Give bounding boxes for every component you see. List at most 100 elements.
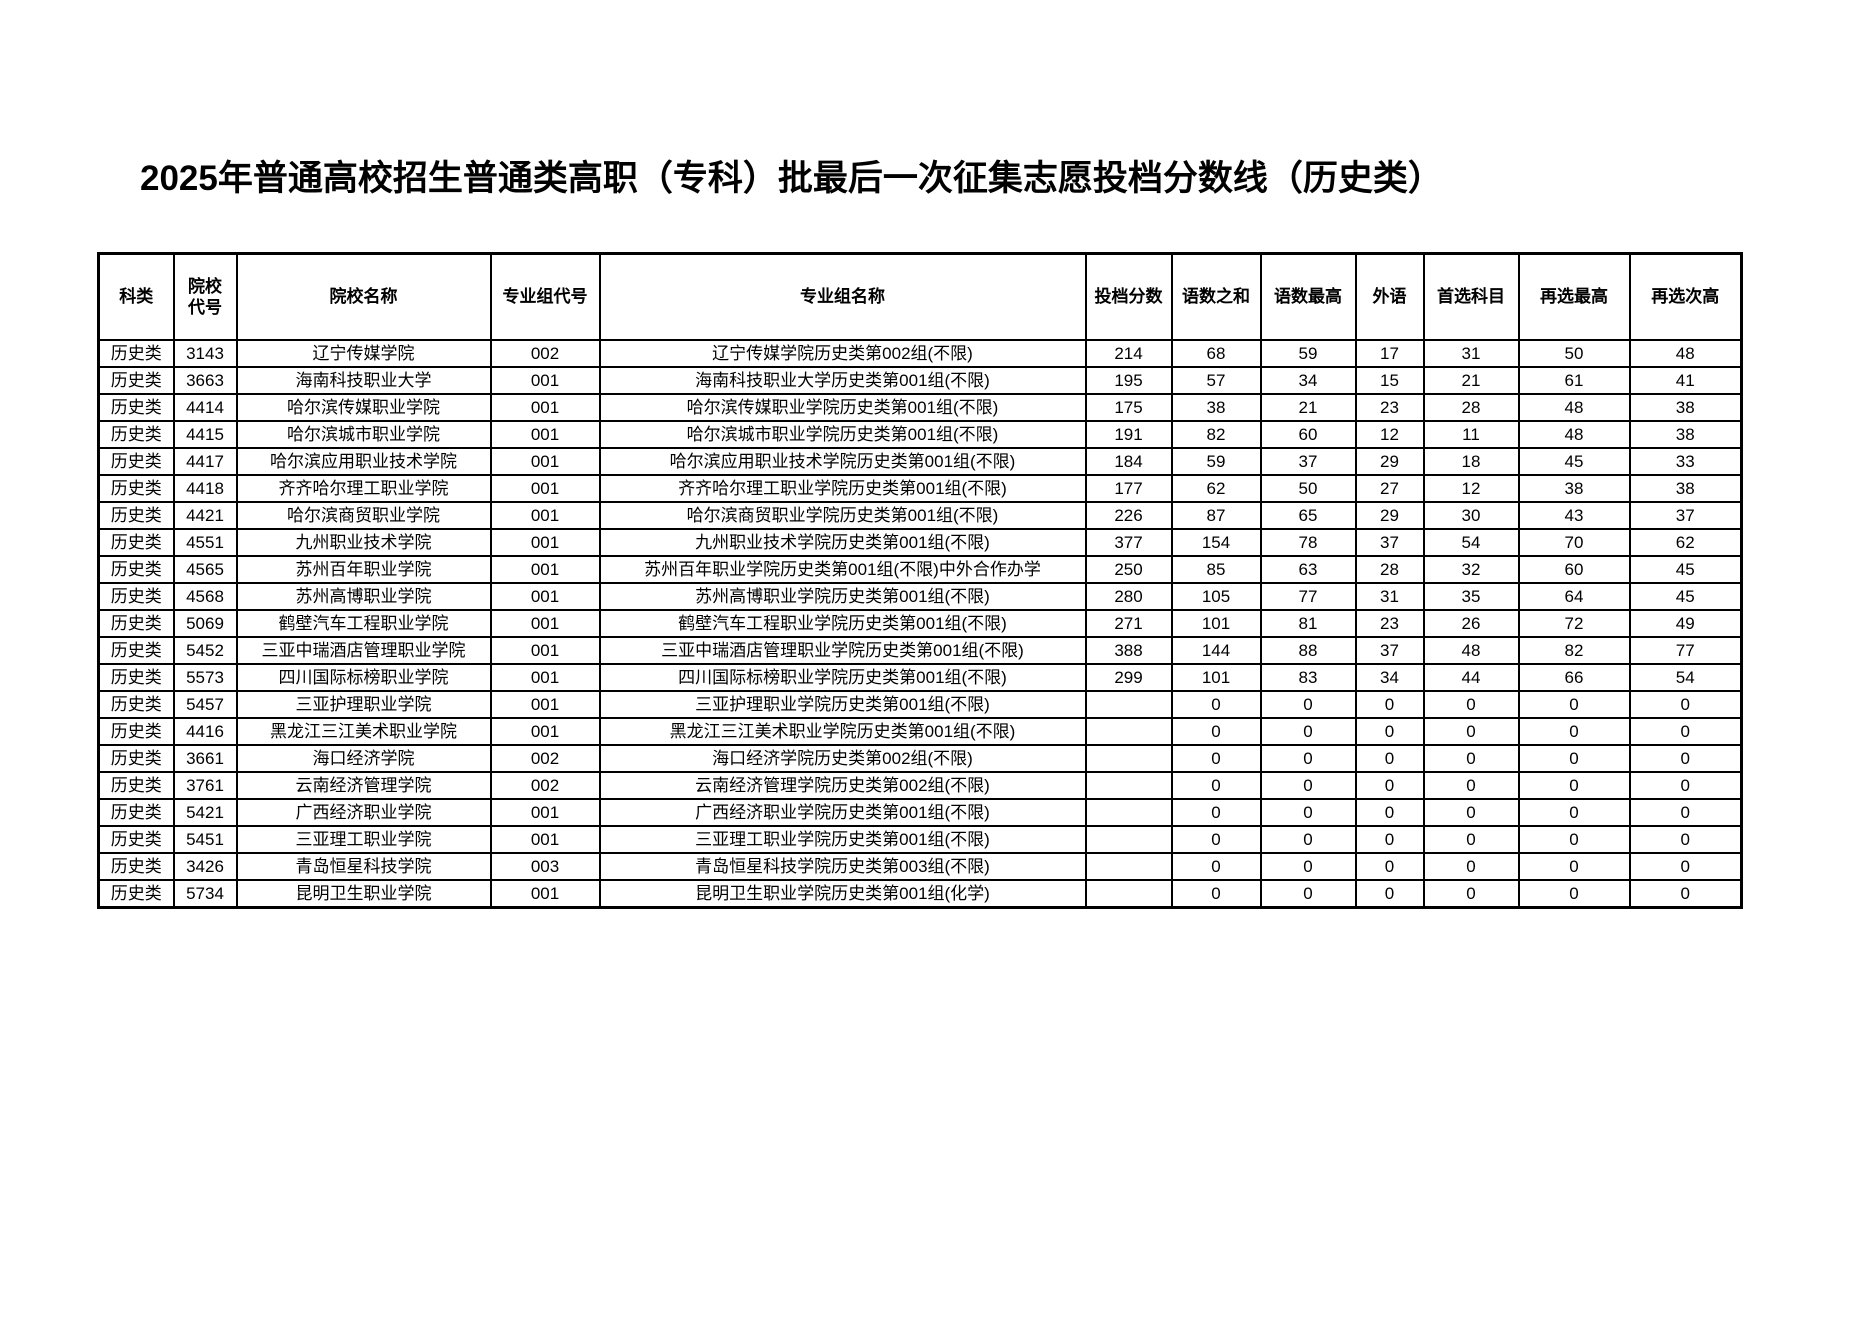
cell-college-name: 黑龙江三江美术职业学院 xyxy=(235,717,492,746)
cell-group-name: 鹤壁汽车工程职业学院历史类第001组(不限) xyxy=(598,609,1087,638)
cell-score: 271 xyxy=(1084,609,1173,638)
cell-first-subject: 48 xyxy=(1422,636,1520,665)
cell-score xyxy=(1084,690,1173,719)
table-row: 历史类 3663 海南科技职业大学 001 海南科技职业大学历史类第001组(不限) 19… xyxy=(97,366,1743,395)
header-cell-score: 投档分数 xyxy=(1084,252,1173,341)
cell-category: 历史类 xyxy=(97,555,175,584)
cell-reselect-max: 66 xyxy=(1517,663,1631,692)
cell-first-subject: 44 xyxy=(1422,663,1520,692)
cell-category: 历史类 xyxy=(97,474,175,503)
cell-chinese-math-sum: 85 xyxy=(1170,555,1262,584)
table-row: 历史类 5573 四川国际标榜职业学院 001 四川国际标榜职业学院历史类第001组(不… xyxy=(97,663,1743,692)
cell-score: 299 xyxy=(1084,663,1173,692)
cell-first-subject: 0 xyxy=(1422,717,1520,746)
cell-chinese-math-sum: 62 xyxy=(1170,474,1262,503)
cell-college-code: 3661 xyxy=(172,744,238,773)
cell-group-name: 云南经济管理学院历史类第002组(不限) xyxy=(598,771,1087,800)
cell-college-code: 4415 xyxy=(172,420,238,449)
cell-college-code: 5069 xyxy=(172,609,238,638)
cell-group-name: 三亚护理职业学院历史类第001组(不限) xyxy=(598,690,1087,719)
cell-category: 历史类 xyxy=(97,852,175,881)
table-body: 历史类 3143 辽宁传媒学院 002 辽宁传媒学院历史类第002组(不限) 214 68 5… xyxy=(97,339,1743,909)
cell-college-name: 鹤壁汽车工程职业学院 xyxy=(235,609,492,638)
cell-group-code: 001 xyxy=(489,609,601,638)
cell-reselect-second: 41 xyxy=(1628,366,1743,395)
cell-group-code: 001 xyxy=(489,447,601,476)
cell-foreign-language: 15 xyxy=(1354,366,1425,395)
cell-reselect-max: 60 xyxy=(1517,555,1631,584)
cell-category: 历史类 xyxy=(97,798,175,827)
cell-college-name: 苏州高博职业学院 xyxy=(235,582,492,611)
cell-reselect-second: 0 xyxy=(1628,690,1743,719)
cell-chinese-math-sum: 0 xyxy=(1170,798,1262,827)
cell-group-name: 四川国际标榜职业学院历史类第001组(不限) xyxy=(598,663,1087,692)
table-header-row: 科类 院校 代号 院校名称 专业组代号 专业组名称 投档分数 语数之和 语数最高… xyxy=(97,252,1743,341)
cell-chinese-math-sum: 68 xyxy=(1170,339,1262,368)
cell-group-code: 002 xyxy=(489,339,601,368)
cell-college-name: 辽宁传媒学院 xyxy=(235,339,492,368)
cell-reselect-second: 77 xyxy=(1628,636,1743,665)
cell-college-code: 4414 xyxy=(172,393,238,422)
scores-table: 科类 院校 代号 院校名称 专业组代号 专业组名称 投档分数 语数之和 语数最高… xyxy=(97,252,1743,909)
cell-college-code: 5451 xyxy=(172,825,238,854)
cell-reselect-second: 45 xyxy=(1628,582,1743,611)
cell-score: 184 xyxy=(1084,447,1173,476)
cell-group-code: 001 xyxy=(489,555,601,584)
cell-reselect-max: 61 xyxy=(1517,366,1631,395)
cell-chinese-math-max: 0 xyxy=(1259,771,1357,800)
cell-foreign-language: 0 xyxy=(1354,690,1425,719)
cell-chinese-math-max: 0 xyxy=(1259,852,1357,881)
cell-chinese-math-max: 0 xyxy=(1259,717,1357,746)
cell-group-name: 哈尔滨商贸职业学院历史类第001组(不限) xyxy=(598,501,1087,530)
cell-group-name: 苏州高博职业学院历史类第001组(不限) xyxy=(598,582,1087,611)
cell-reselect-second: 37 xyxy=(1628,501,1743,530)
cell-chinese-math-max: 21 xyxy=(1259,393,1357,422)
cell-score: 214 xyxy=(1084,339,1173,368)
cell-reselect-second: 49 xyxy=(1628,609,1743,638)
cell-reselect-second: 38 xyxy=(1628,474,1743,503)
header-cell-chinese-math-sum: 语数之和 xyxy=(1170,252,1262,341)
table-row: 历史类 4565 苏州百年职业学院 001 苏州百年职业学院历史类第001组(不限)中外… xyxy=(97,555,1743,584)
cell-chinese-math-max: 0 xyxy=(1259,744,1357,773)
cell-score: 280 xyxy=(1084,582,1173,611)
cell-chinese-math-sum: 87 xyxy=(1170,501,1262,530)
cell-college-name: 三亚护理职业学院 xyxy=(235,690,492,719)
cell-foreign-language: 0 xyxy=(1354,798,1425,827)
header-cell-college-name: 院校名称 xyxy=(235,252,492,341)
cell-group-code: 001 xyxy=(489,501,601,530)
header-cell-reselect-max: 再选最高 xyxy=(1517,252,1631,341)
cell-score xyxy=(1084,744,1173,773)
cell-group-code: 001 xyxy=(489,420,601,449)
table-header: 科类 院校 代号 院校名称 专业组代号 专业组名称 投档分数 语数之和 语数最高… xyxy=(97,252,1743,341)
cell-chinese-math-max: 81 xyxy=(1259,609,1357,638)
cell-chinese-math-sum: 0 xyxy=(1170,852,1262,881)
cell-first-subject: 26 xyxy=(1422,609,1520,638)
cell-group-name: 哈尔滨应用职业技术学院历史类第001组(不限) xyxy=(598,447,1087,476)
cell-group-name: 三亚理工职业学院历史类第001组(不限) xyxy=(598,825,1087,854)
cell-first-subject: 30 xyxy=(1422,501,1520,530)
cell-chinese-math-max: 0 xyxy=(1259,825,1357,854)
cell-group-name: 广西经济职业学院历史类第001组(不限) xyxy=(598,798,1087,827)
cell-category: 历史类 xyxy=(97,582,175,611)
cell-category: 历史类 xyxy=(97,393,175,422)
table-row: 历史类 5069 鹤壁汽车工程职业学院 001 鹤壁汽车工程职业学院历史类第001组(不… xyxy=(97,609,1743,638)
cell-college-code: 5452 xyxy=(172,636,238,665)
cell-reselect-max: 48 xyxy=(1517,420,1631,449)
table-row: 历史类 4414 哈尔滨传媒职业学院 001 哈尔滨传媒职业学院历史类第001组(不限)… xyxy=(97,393,1743,422)
header-cell-group-name: 专业组名称 xyxy=(598,252,1087,341)
cell-college-name: 三亚理工职业学院 xyxy=(235,825,492,854)
cell-chinese-math-max: 63 xyxy=(1259,555,1357,584)
cell-college-name: 哈尔滨商贸职业学院 xyxy=(235,501,492,530)
cell-reselect-max: 0 xyxy=(1517,852,1631,881)
cell-group-code: 003 xyxy=(489,852,601,881)
cell-college-name: 哈尔滨应用职业技术学院 xyxy=(235,447,492,476)
cell-category: 历史类 xyxy=(97,825,175,854)
header-cell-first-subject: 首选科目 xyxy=(1422,252,1520,341)
cell-score: 388 xyxy=(1084,636,1173,665)
cell-category: 历史类 xyxy=(97,663,175,692)
cell-first-subject: 28 xyxy=(1422,393,1520,422)
cell-group-name: 哈尔滨传媒职业学院历史类第001组(不限) xyxy=(598,393,1087,422)
header-cell-reselect-second: 再选次高 xyxy=(1628,252,1743,341)
cell-reselect-second: 0 xyxy=(1628,771,1743,800)
cell-score xyxy=(1084,798,1173,827)
